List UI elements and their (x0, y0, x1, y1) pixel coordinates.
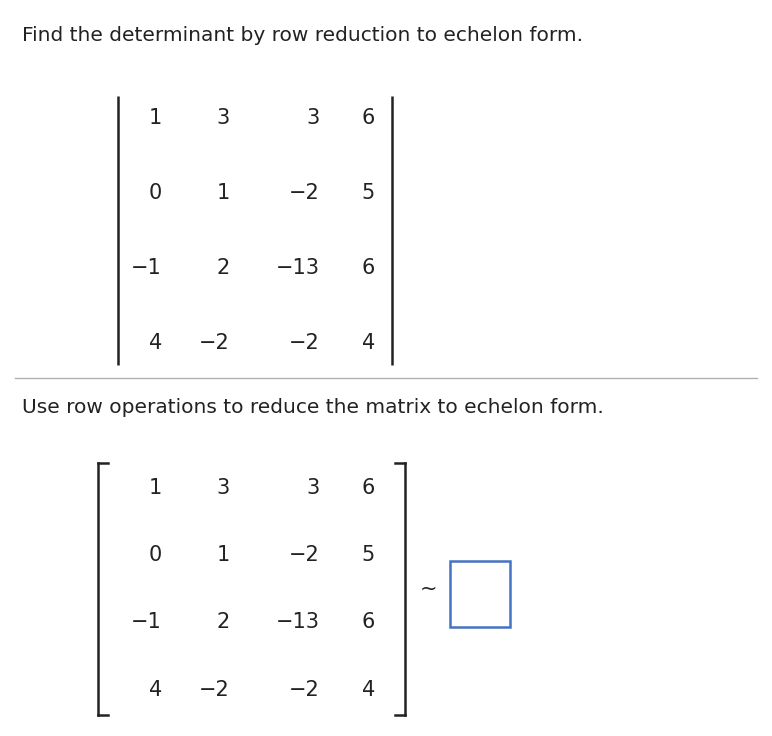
Text: Find the determinant by row reduction to echelon form.: Find the determinant by row reduction to… (22, 26, 583, 45)
Text: 4: 4 (362, 333, 375, 353)
Text: −2: −2 (290, 183, 320, 203)
Text: −2: −2 (290, 333, 320, 353)
Text: 0: 0 (149, 183, 162, 203)
Text: 4: 4 (149, 680, 162, 700)
Text: 5: 5 (362, 183, 375, 203)
Text: −13: −13 (276, 612, 320, 632)
Text: 6: 6 (361, 258, 375, 278)
Bar (450, 561, 510, 626)
Text: −1: −1 (131, 612, 162, 632)
Text: 2: 2 (217, 612, 230, 632)
Text: 3: 3 (306, 108, 320, 128)
Text: −1: −1 (131, 258, 162, 278)
Text: 2: 2 (217, 258, 230, 278)
Text: 1: 1 (149, 108, 162, 128)
Text: ~: ~ (419, 578, 437, 598)
Text: −2: −2 (199, 333, 230, 353)
Text: 4: 4 (362, 680, 375, 700)
Text: 1: 1 (149, 478, 162, 498)
Text: 5: 5 (362, 545, 375, 565)
Text: 1: 1 (217, 183, 230, 203)
Text: 1: 1 (217, 545, 230, 565)
Text: 3: 3 (306, 478, 320, 498)
Text: −13: −13 (276, 258, 320, 278)
Text: 3: 3 (217, 478, 230, 498)
Text: 3: 3 (217, 108, 230, 128)
Text: −2: −2 (290, 545, 320, 565)
Text: 0: 0 (149, 545, 162, 565)
Text: 6: 6 (361, 612, 375, 632)
Text: 6: 6 (361, 108, 375, 128)
Text: 4: 4 (149, 333, 162, 353)
Text: Use row operations to reduce the matrix to echelon form.: Use row operations to reduce the matrix … (22, 398, 604, 417)
Text: 6: 6 (361, 478, 375, 498)
Text: −2: −2 (290, 680, 320, 700)
Text: −2: −2 (199, 680, 230, 700)
